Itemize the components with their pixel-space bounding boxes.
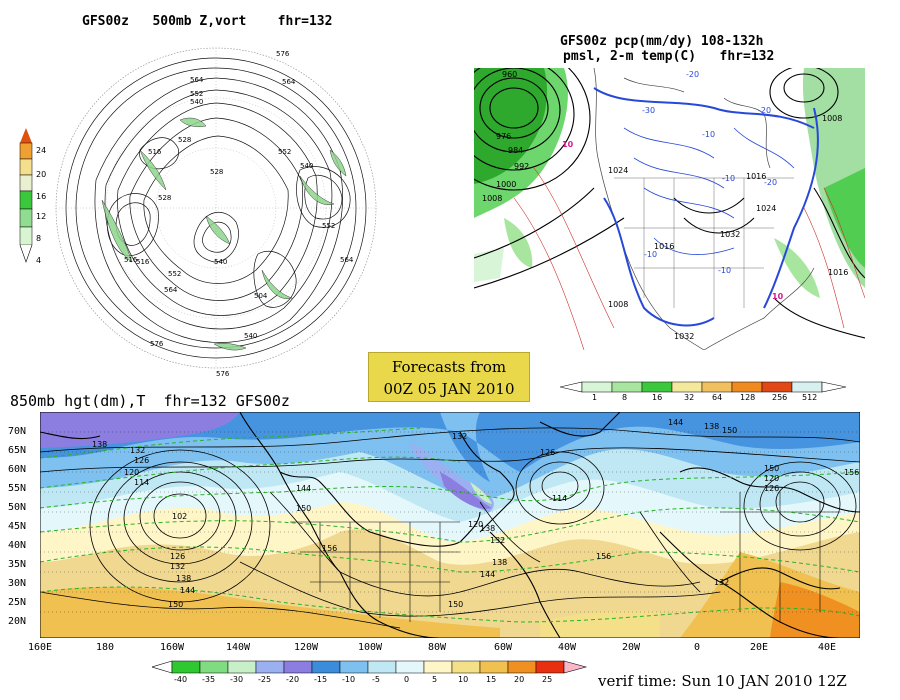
colorbar-cell — [731, 381, 763, 393]
colorbar-cell — [199, 660, 229, 674]
isobars-precip — [474, 68, 865, 339]
colorbar-cell — [395, 660, 425, 674]
temp-shading-850mb — [40, 412, 860, 638]
temp-labels-precip: -20 -30 -10 -20 -10 10 -10 -20 -10 10 — [562, 70, 784, 301]
map-precip — [474, 68, 865, 350]
latlon-grid-500mb — [56, 48, 376, 368]
colorbar-precip-labels: 1 8 16 32 64 128 256 512 — [592, 393, 818, 402]
isotherms-850mb — [40, 427, 860, 623]
height-labels-850mb: 138 132 126 120 114 102 126 132 138 144 … — [92, 418, 860, 609]
colorbar-cell — [171, 660, 201, 674]
state-borders-precip — [614, 177, 794, 318]
colorbar-cell — [255, 660, 285, 674]
borders-850mb — [290, 492, 840, 622]
verif-time: verif time: Sun 10 JAN 2010 12Z — [598, 672, 847, 690]
height-contours-850mb — [40, 427, 860, 629]
longitude-labels-850mb: 160E 180 160W 140W 120W 100W 80W 60W 40W… — [28, 642, 837, 653]
warm-temp-contours-precip — [513, 167, 865, 350]
latitude-labels-850mb: 70N 65N 60N 55N 50N 45N 40N 35N 30N 25N … — [8, 426, 27, 627]
colorbar-cell — [451, 660, 481, 674]
title-precip-line1: GFS00z pcp(mm/dy) 108-132h — [560, 34, 764, 49]
contour-labels-500mb: 576 564 552 540 528 516 564 552 540 528 … — [124, 50, 354, 378]
vorticity-shading-500mb — [101, 117, 347, 351]
title-precip-line2: pmsl, 2-m temp(C) fhr=132 — [563, 49, 775, 64]
title-500mb: GFS00z 500mb Z,vort fhr=132 — [82, 14, 333, 29]
title-850mb: 850mb hgt(dm),T fhr=132 GFS00z — [10, 392, 290, 410]
colorbar-cell — [611, 381, 643, 393]
colorbar-cell — [367, 660, 397, 674]
temp-contours-precip — [593, 87, 819, 327]
forecast-init-box: Forecasts from 00Z 05 JAN 2010 — [368, 352, 530, 402]
colorbar-500mb — [19, 128, 33, 263]
colorbar-temp-labels: -40 -35 -30 -25 -20 -15 -10 -5 0 5 10 15… — [174, 675, 553, 684]
colorbar-cell — [671, 381, 703, 393]
colorbar-cell — [283, 660, 313, 674]
precip-shading — [474, 68, 865, 298]
colorbar-precip — [560, 381, 847, 393]
colorbar-cell — [581, 381, 613, 393]
graticule-850mb — [40, 431, 860, 613]
colorbar-cell — [641, 381, 673, 393]
forecast-line1: Forecasts from — [391, 358, 507, 376]
forecast-line2: 00Z 05 JAN 2010 — [383, 380, 515, 398]
colorbar-cell — [339, 660, 369, 674]
colorbar-cell — [423, 660, 453, 674]
map-850mb — [40, 412, 860, 638]
colorbar-cell — [701, 381, 733, 393]
pressure-labels-precip: 960 976 984 992 1000 1008 1024 1032 1016… — [482, 70, 849, 341]
colorbar-cell — [791, 381, 823, 393]
colorbar-cell — [507, 660, 537, 674]
coastlines-850mb — [40, 412, 860, 638]
colorbar-cell — [761, 381, 793, 393]
colorbar-cell — [535, 660, 565, 674]
colorbar-cell — [227, 660, 257, 674]
colorbar-cell — [311, 660, 341, 674]
colorbar-temp — [152, 660, 588, 674]
colorbar-cell — [479, 660, 509, 674]
